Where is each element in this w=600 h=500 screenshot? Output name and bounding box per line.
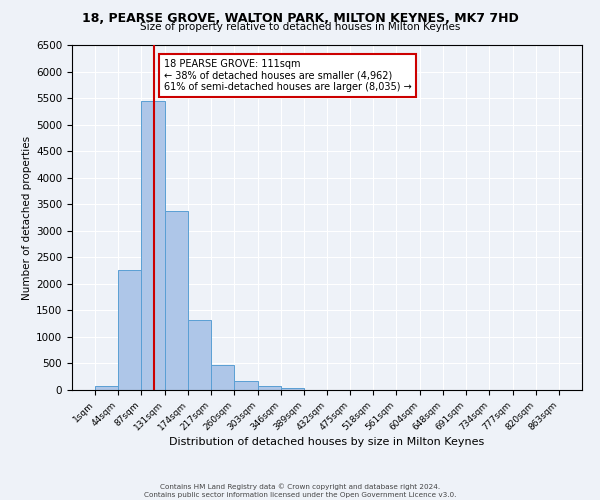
Bar <box>142 100 165 390</box>
Y-axis label: Number of detached properties: Number of detached properties <box>22 136 32 300</box>
Text: Contains HM Land Registry data © Crown copyright and database right 2024.
Contai: Contains HM Land Registry data © Crown c… <box>144 484 456 498</box>
Text: 18 PEARSE GROVE: 111sqm
← 38% of detached houses are smaller (4,962)
61% of semi: 18 PEARSE GROVE: 111sqm ← 38% of detache… <box>164 59 412 92</box>
Bar <box>118 270 142 390</box>
Bar <box>188 320 211 390</box>
Text: 18, PEARSE GROVE, WALTON PARK, MILTON KEYNES, MK7 7HD: 18, PEARSE GROVE, WALTON PARK, MILTON KE… <box>82 12 518 26</box>
Bar <box>95 386 118 390</box>
Bar <box>211 365 235 390</box>
Bar <box>281 388 304 390</box>
Bar <box>235 381 257 390</box>
X-axis label: Distribution of detached houses by size in Milton Keynes: Distribution of detached houses by size … <box>169 438 485 448</box>
Bar <box>165 210 188 390</box>
Bar <box>257 386 281 390</box>
Text: Size of property relative to detached houses in Milton Keynes: Size of property relative to detached ho… <box>140 22 460 32</box>
